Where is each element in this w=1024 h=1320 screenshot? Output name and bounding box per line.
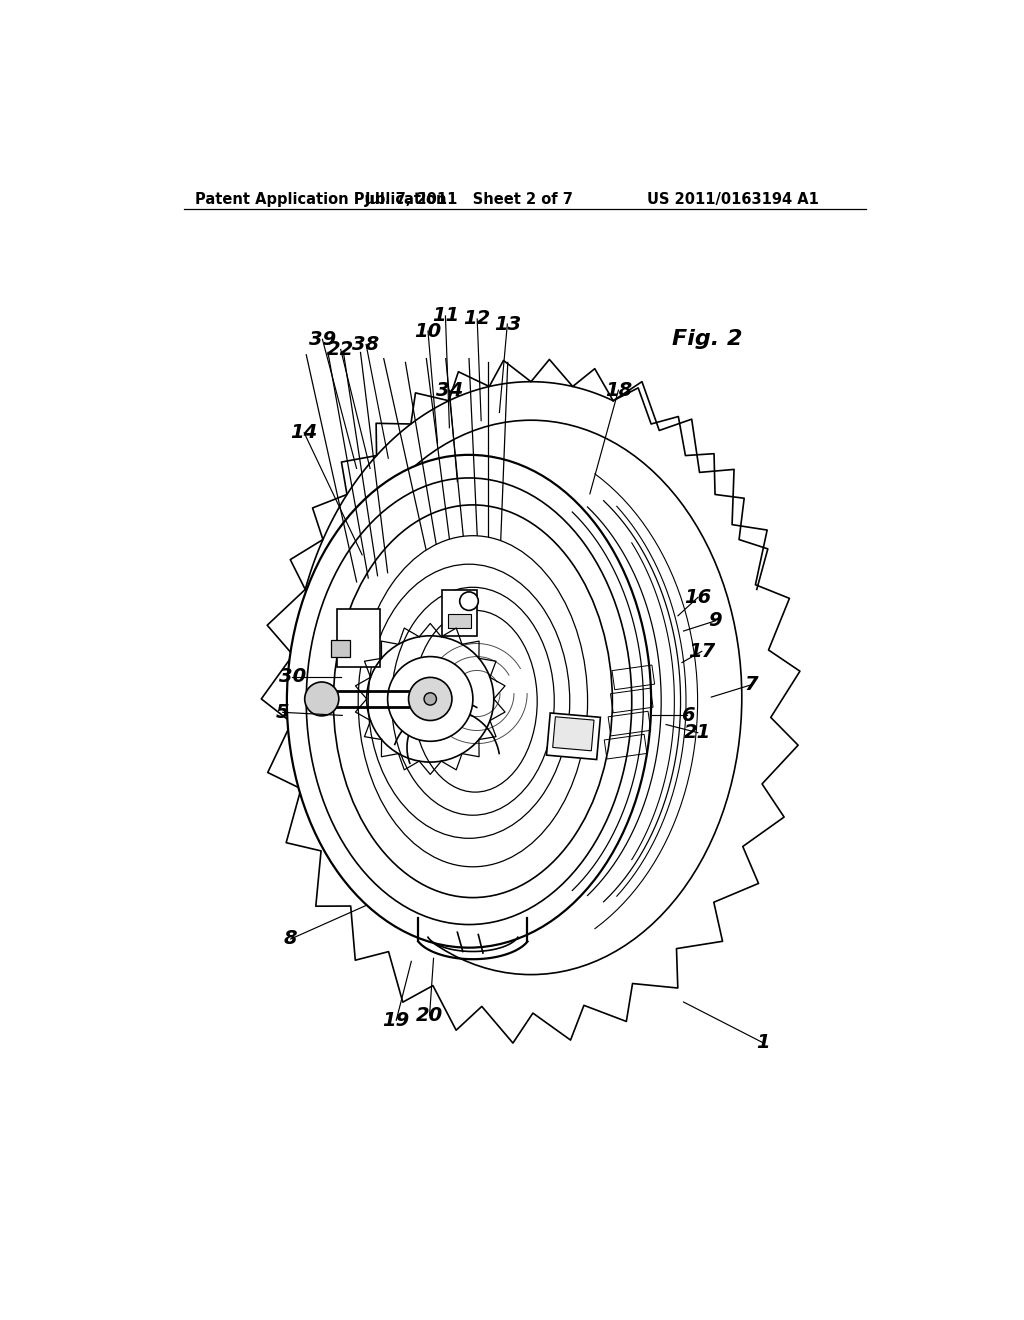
Text: 20: 20: [416, 1006, 443, 1024]
Text: 18: 18: [605, 380, 632, 400]
Text: 21: 21: [684, 723, 712, 742]
Bar: [604, 734, 647, 759]
Ellipse shape: [306, 478, 632, 924]
Circle shape: [460, 591, 478, 610]
Bar: [442, 590, 477, 636]
Text: 39: 39: [309, 330, 336, 348]
Text: US 2011/0163194 A1: US 2011/0163194 A1: [646, 191, 818, 206]
Text: Jul. 7, 2011   Sheet 2 of 7: Jul. 7, 2011 Sheet 2 of 7: [365, 191, 573, 206]
Ellipse shape: [334, 506, 612, 898]
Circle shape: [409, 677, 452, 721]
Bar: [612, 665, 654, 689]
Ellipse shape: [287, 455, 651, 948]
Text: 12: 12: [464, 309, 490, 329]
Text: 14: 14: [291, 424, 317, 442]
Circle shape: [305, 682, 339, 715]
Text: 11: 11: [432, 306, 459, 326]
Bar: [331, 640, 350, 656]
Text: 6: 6: [681, 706, 694, 725]
Text: 16: 16: [684, 587, 712, 607]
Bar: [608, 711, 650, 737]
Text: Fig. 2: Fig. 2: [672, 329, 742, 350]
Bar: [547, 713, 600, 759]
Text: 22: 22: [327, 341, 354, 359]
Text: 34: 34: [436, 380, 463, 400]
Bar: [610, 688, 653, 713]
Bar: [553, 717, 594, 751]
Text: 1: 1: [756, 1034, 770, 1052]
Circle shape: [424, 693, 436, 705]
Text: Patent Application Publication: Patent Application Publication: [196, 191, 446, 206]
Text: 8: 8: [284, 929, 298, 949]
Text: 30: 30: [279, 668, 306, 686]
Bar: [337, 609, 380, 667]
Text: 19: 19: [383, 1011, 410, 1030]
Text: 38: 38: [352, 335, 380, 354]
Ellipse shape: [358, 536, 588, 867]
Text: 17: 17: [688, 642, 716, 661]
Text: 7: 7: [744, 676, 758, 694]
Text: 10: 10: [415, 322, 441, 341]
Text: 13: 13: [494, 314, 521, 334]
Text: 5: 5: [275, 702, 290, 722]
Bar: [449, 614, 471, 628]
Text: 9: 9: [709, 611, 722, 631]
Circle shape: [388, 656, 473, 742]
